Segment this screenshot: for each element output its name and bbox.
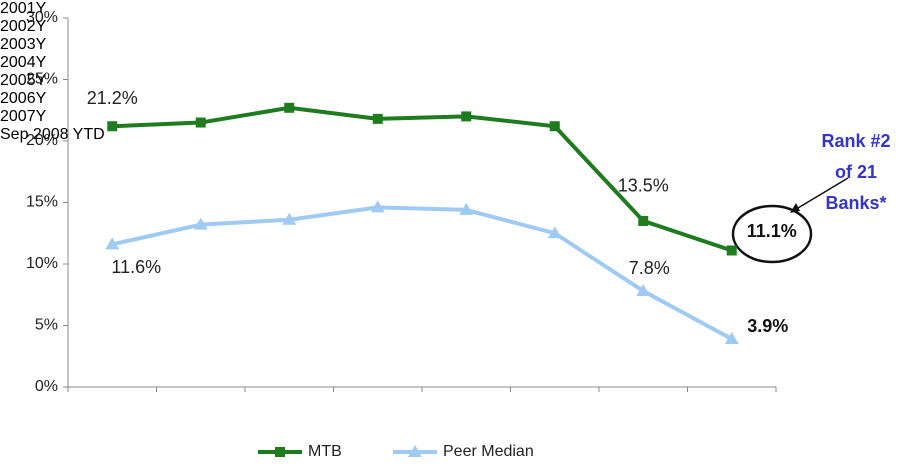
legend-label: Peer Median bbox=[443, 443, 534, 460]
series-line bbox=[111, 205, 733, 341]
marker bbox=[105, 237, 120, 250]
marker bbox=[726, 245, 737, 256]
marker bbox=[107, 121, 118, 132]
legend-label: MTB bbox=[308, 443, 342, 460]
marker bbox=[636, 284, 651, 297]
series-line bbox=[112, 105, 733, 253]
value-label: 7.8% bbox=[629, 258, 670, 278]
marker bbox=[724, 332, 739, 345]
legend-marker bbox=[275, 447, 285, 457]
legend-marker bbox=[408, 445, 422, 457]
y-tick-label: 30% bbox=[26, 9, 58, 26]
value-label: 11.6% bbox=[111, 257, 161, 277]
x-tick-label: 2001Y bbox=[0, 0, 47, 17]
marker bbox=[547, 226, 562, 239]
x-tick-label: 2004Y bbox=[0, 54, 47, 71]
marker bbox=[284, 102, 295, 113]
marker bbox=[372, 113, 383, 124]
y-tick-label: 25% bbox=[26, 71, 58, 88]
y-tick-label: 20% bbox=[26, 132, 58, 149]
x-tick-label: 2005Y bbox=[0, 72, 47, 89]
marker bbox=[461, 111, 472, 122]
x-tick-label: Sep 2008 YTD bbox=[0, 126, 105, 143]
marker bbox=[370, 200, 385, 213]
annotation-arrow bbox=[792, 177, 849, 212]
value-label: 3.9% bbox=[747, 316, 788, 336]
value-label: 11.1% bbox=[747, 221, 797, 241]
x-tick-label: 2002Y bbox=[0, 18, 47, 35]
y-tick-label: 0% bbox=[35, 378, 58, 395]
value-label: 21.2% bbox=[87, 88, 138, 108]
marker bbox=[638, 215, 649, 226]
marker bbox=[193, 217, 208, 230]
highlight-circle bbox=[731, 204, 813, 264]
marker bbox=[549, 121, 560, 132]
annotation: Rank #2 of 21 Banks* bbox=[821, 131, 891, 213]
y-tick-label: 15% bbox=[26, 194, 58, 211]
value-label: 13.5% bbox=[618, 176, 669, 196]
x-tick-label: 2007Y bbox=[0, 108, 47, 125]
arrow-head bbox=[790, 203, 800, 213]
marker bbox=[195, 117, 206, 128]
x-tick-label: 2003Y bbox=[0, 36, 47, 53]
marker bbox=[282, 212, 297, 225]
marker bbox=[459, 202, 474, 215]
y-tick-label: 5% bbox=[35, 317, 58, 334]
y-tick-label: 10% bbox=[26, 255, 58, 272]
x-tick-label: 2006Y bbox=[0, 90, 47, 107]
